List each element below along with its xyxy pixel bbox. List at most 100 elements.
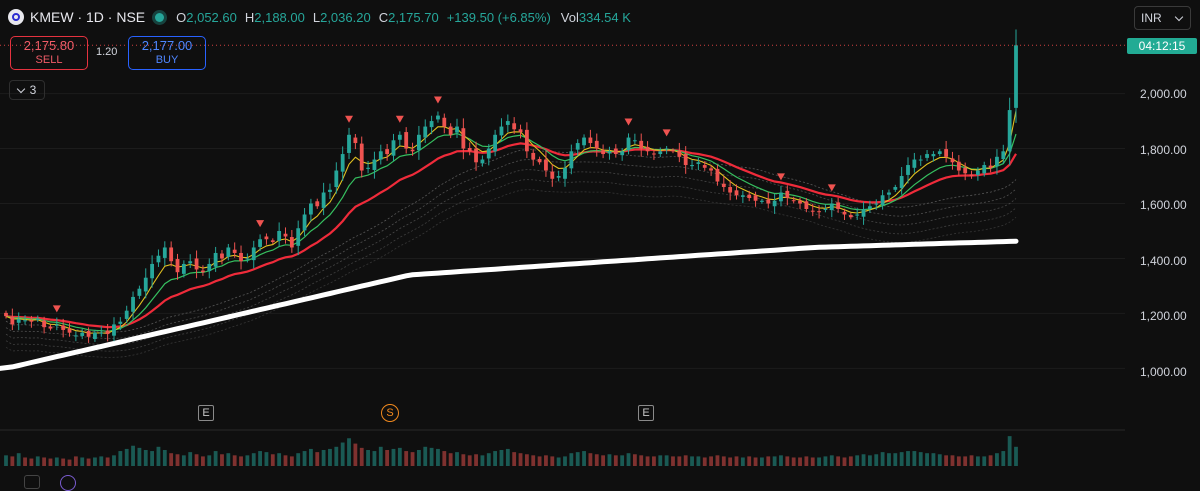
candle-body: [23, 320, 27, 322]
candle-body: [124, 310, 129, 319]
market-status-icon: [155, 12, 165, 22]
candle-body: [887, 192, 891, 195]
symbol-legend: KMEW · 1D · NSE O 2,052.60 H 2,188.00 L …: [8, 6, 631, 28]
candle-body: [899, 176, 904, 189]
volume-bar: [296, 453, 301, 466]
indicators-toggle[interactable]: 3: [9, 80, 45, 100]
sell-button[interactable]: 2,175.80 SELL: [10, 36, 88, 70]
candle-body: [988, 165, 993, 168]
volume-bar: [436, 448, 440, 466]
candle-body: [54, 324, 59, 326]
volume-bar: [855, 455, 860, 466]
candle-body: [86, 331, 91, 337]
candle-body: [524, 129, 529, 152]
volume-bar: [4, 455, 8, 466]
volume-bar: [277, 453, 282, 466]
candle-body: [874, 203, 879, 205]
candle-body: [29, 320, 34, 322]
volume-bar: [715, 455, 720, 466]
bottom-toolbar: [0, 472, 1200, 491]
y-tick-label: 1,800.00: [1140, 143, 1187, 157]
volume-bar: [143, 450, 148, 466]
candle-body: [442, 117, 447, 127]
candle-body: [505, 121, 510, 125]
candle-body: [639, 140, 644, 149]
candle-body: [423, 126, 428, 138]
candle-body: [156, 255, 161, 263]
volume-bar: [480, 455, 485, 466]
volume-bar: [156, 446, 161, 466]
high-label: H: [244, 9, 255, 25]
candle-body: [467, 148, 472, 152]
volume-bar: [569, 453, 574, 466]
candle-body: [80, 332, 85, 336]
volume-bar: [556, 457, 561, 466]
volume-bar: [639, 455, 644, 466]
earnings-event-icon[interactable]: E: [198, 405, 214, 421]
earnings-event-icon[interactable]: E: [638, 405, 654, 421]
y-tick-label: 1,000.00: [1140, 365, 1187, 379]
volume-bar: [169, 453, 174, 466]
symbol-title[interactable]: KMEW · 1D · NSE: [30, 9, 146, 25]
ema-slow-line: [5, 142, 1017, 329]
candle-body: [150, 263, 155, 279]
buy-label: BUY: [155, 54, 179, 66]
volume-bar: [239, 456, 243, 466]
candle-body: [207, 263, 212, 272]
indicators-count: 3: [29, 83, 37, 97]
candle-body: [277, 230, 282, 241]
split-event-icon[interactable]: S: [381, 404, 399, 422]
volume-bar: [867, 455, 872, 466]
candle-body: [366, 167, 370, 169]
grid: [0, 93, 1125, 431]
volume-bar: [969, 455, 974, 466]
volume-bar: [328, 448, 332, 466]
candle-body: [626, 137, 631, 151]
volume-bar: [391, 448, 396, 466]
close-icon[interactable]: [24, 475, 40, 489]
candle-body: [594, 140, 599, 149]
candle-body: [893, 187, 898, 190]
volume-bar: [232, 455, 237, 466]
volume-bar: [467, 455, 472, 466]
volume-bar: [162, 450, 167, 466]
candle-body: [563, 167, 567, 179]
candle-body: [296, 228, 301, 246]
candle-body: [93, 332, 97, 339]
volume-bar: [289, 456, 294, 466]
toolbar-icon[interactable]: [60, 475, 76, 491]
candle-body: [975, 170, 980, 175]
candle-body: [931, 154, 936, 157]
candle-body: [67, 328, 72, 333]
candle-body: [925, 154, 929, 158]
candle-body: [42, 320, 47, 328]
volume-bar: [188, 452, 193, 466]
volume-bar: [1007, 436, 1012, 466]
volume-bar: [582, 451, 586, 466]
candle-body: [969, 174, 974, 177]
candle-body: [169, 247, 174, 262]
buy-button[interactable]: 2,177.00 BUY: [128, 36, 206, 70]
volume-bar: [105, 457, 110, 466]
ma-band-line: [5, 159, 1017, 339]
candle-body: [785, 190, 790, 199]
candle-body: [804, 201, 809, 210]
volume-bar: [321, 450, 326, 466]
candle-body: [347, 134, 351, 153]
candle-body: [721, 183, 726, 188]
ema-mid-line: [5, 132, 1017, 332]
volume-bar: [817, 457, 821, 466]
candle-body: [429, 121, 434, 128]
volume-bar: [201, 456, 205, 466]
candle-body: [131, 296, 135, 312]
volume-bar: [118, 451, 123, 466]
currency-select[interactable]: INR: [1134, 6, 1191, 30]
ma-band-line: [5, 149, 1017, 333]
volume-bar: [544, 455, 548, 466]
volume-bar: [950, 455, 955, 466]
volume-bar: [353, 443, 358, 466]
volume-bar: [626, 453, 631, 466]
volume-bar: [804, 456, 809, 466]
candle-body: [734, 190, 739, 196]
